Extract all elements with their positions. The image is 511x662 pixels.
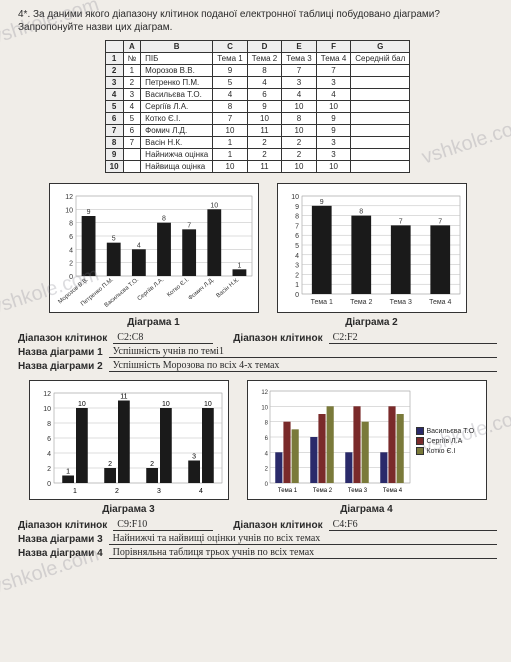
chart-3: 0246810121101211221033104	[29, 380, 229, 500]
chart3-title: Діаграма 3	[29, 504, 229, 515]
svg-text:5: 5	[111, 236, 115, 243]
svg-text:0: 0	[69, 274, 73, 281]
chart1-title: Діаграма 1	[49, 317, 259, 328]
svg-text:2: 2	[69, 261, 73, 268]
d1-name: Успішність учнів по темі1	[109, 346, 497, 358]
svg-text:Тема 3: Тема 3	[347, 488, 367, 494]
svg-text:Тема 4: Тема 4	[382, 488, 402, 494]
svg-text:0: 0	[295, 292, 299, 299]
d2-range: C2:F2	[329, 332, 497, 344]
svg-text:6: 6	[264, 436, 268, 442]
d3-name: Найнижчі та найвищі оцінки учнів по всіх…	[109, 533, 497, 545]
svg-text:Тема 1: Тема 1	[277, 488, 297, 494]
svg-text:1: 1	[237, 262, 241, 269]
d4-range: C4:F6	[329, 519, 497, 531]
svg-text:3: 3	[157, 488, 161, 495]
chart4-title: Діаграма 4	[247, 504, 487, 515]
d4-name: Порівняльна таблиця трьох учнів по всіх …	[109, 547, 497, 559]
svg-text:7: 7	[438, 218, 442, 225]
d1-range: C2:C8	[113, 332, 213, 344]
svg-text:9: 9	[295, 204, 299, 211]
svg-text:11: 11	[120, 394, 127, 401]
svg-text:10: 10	[261, 405, 268, 411]
svg-text:7: 7	[398, 218, 402, 225]
d3-range: C9:F10	[113, 519, 213, 531]
svg-text:0: 0	[47, 481, 51, 488]
question-text: 4*. За даними якого діапазону клітинок п…	[18, 8, 497, 34]
svg-text:10: 10	[65, 207, 73, 214]
svg-text:10: 10	[210, 202, 218, 209]
svg-text:2: 2	[108, 461, 112, 468]
svg-text:8: 8	[47, 421, 51, 428]
svg-text:7: 7	[295, 223, 299, 230]
svg-text:Тема 3: Тема 3	[389, 299, 411, 306]
svg-text:4: 4	[47, 451, 51, 458]
svg-text:Тема 2: Тема 2	[312, 488, 332, 494]
svg-text:8: 8	[264, 421, 268, 427]
svg-text:2: 2	[115, 488, 119, 495]
svg-text:4: 4	[69, 247, 73, 254]
chart-2: 0 1 2 3 4 5 6 7 8 9 10 9 Тема 1 8 Тема 2 7 Тема 3 7 Тема 4	[277, 183, 467, 313]
svg-text:Тема 4: Тема 4	[429, 299, 451, 306]
svg-text:Фомич Л.Д.: Фомич Л.Д.	[187, 277, 215, 302]
range-label: Діапазон клітинок	[18, 333, 107, 344]
svg-text:1: 1	[295, 282, 299, 289]
name-label-1: Назва діаграми 1	[18, 347, 103, 358]
svg-text:10: 10	[77, 401, 85, 408]
name-label-4: Назва діаграми 4	[18, 548, 103, 559]
svg-text:3: 3	[295, 263, 299, 270]
svg-text:8: 8	[162, 216, 166, 223]
svg-text:4: 4	[295, 253, 299, 260]
svg-text:2: 2	[150, 461, 154, 468]
svg-text:4: 4	[136, 242, 140, 249]
svg-text:0: 0	[264, 482, 268, 488]
svg-text:4: 4	[264, 451, 268, 457]
name-label-3: Назва діаграми 3	[18, 534, 103, 545]
chart-4: 024681012Тема 1Тема 2Тема 3Тема 4 Василь…	[247, 380, 487, 500]
svg-text:9: 9	[86, 209, 90, 216]
svg-text:5: 5	[295, 243, 299, 250]
svg-text:10: 10	[203, 401, 211, 408]
svg-text:12: 12	[43, 391, 51, 398]
range-label-3: Діапазон клітинок	[18, 520, 107, 531]
chart-1: 0246810129Морозов В.В.5Петренко П.М.4Вас…	[49, 183, 259, 313]
svg-text:Котко Є.І.: Котко Є.І.	[166, 277, 190, 299]
d2-name: Успішність Морозова по всіх 4-х темах	[109, 360, 497, 372]
range-label-4: Діапазон клітинок	[233, 520, 322, 531]
svg-text:Тема 1: Тема 1	[310, 299, 332, 306]
svg-text:Тема 2: Тема 2	[350, 299, 372, 306]
svg-text:6: 6	[47, 436, 51, 443]
svg-text:1: 1	[66, 469, 70, 476]
svg-text:6: 6	[69, 234, 73, 241]
spreadsheet-table: ABCDEFG1№ПІБТема 1Тема 2Тема 3Тема 4Сере…	[105, 40, 411, 173]
name-label-2: Назва діаграми 2	[18, 361, 103, 372]
svg-text:9: 9	[319, 199, 323, 206]
svg-text:8: 8	[359, 209, 363, 216]
svg-text:12: 12	[261, 390, 268, 396]
svg-text:Сергіїв Л.А.: Сергіїв Л.А.	[136, 277, 165, 303]
svg-text:Васін Н.К.: Васін Н.К.	[215, 277, 240, 300]
range-label-2: Діапазон клітинок	[233, 333, 322, 344]
svg-text:6: 6	[295, 233, 299, 240]
svg-text:10: 10	[161, 401, 169, 408]
svg-text:10: 10	[43, 406, 51, 413]
svg-text:1: 1	[73, 488, 77, 495]
svg-text:2: 2	[264, 467, 268, 473]
chart2-title: Діаграма 2	[277, 317, 467, 328]
svg-text:8: 8	[69, 221, 73, 228]
svg-text:12: 12	[65, 194, 73, 201]
svg-text:7: 7	[187, 222, 191, 229]
svg-text:4: 4	[199, 488, 203, 495]
svg-text:3: 3	[192, 454, 196, 461]
svg-text:8: 8	[295, 214, 299, 221]
svg-text:2: 2	[47, 466, 51, 473]
svg-text:2: 2	[295, 272, 299, 279]
svg-text:10: 10	[291, 194, 299, 201]
